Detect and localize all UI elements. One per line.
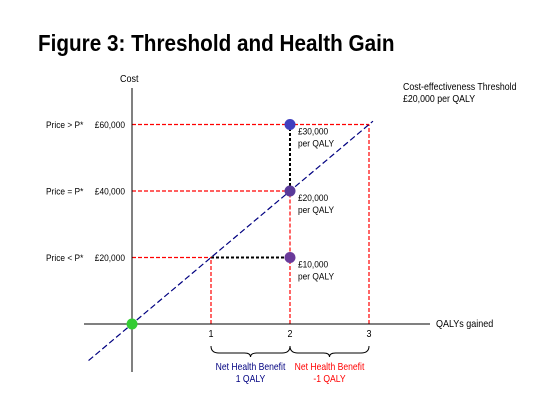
data-point-3 (126, 318, 138, 330)
point-label-0-line2: per QALY (298, 138, 334, 149)
brace-1 (289, 345, 370, 358)
y-tick-price-label-0: Price > P* (46, 120, 84, 131)
point-label-2-line1: £10,000 (298, 259, 328, 270)
brace-label-1-line1: Net Health Benefit (295, 361, 365, 372)
threshold-label-line1: Cost-effectiveness Threshold (403, 80, 516, 92)
brace-label-0-line1: Net Health Benefit (216, 361, 286, 372)
data-point-0 (284, 119, 296, 130)
brace-label-1-line2: -1 QALY (313, 373, 345, 384)
x-tick-label-2: 3 (366, 329, 371, 341)
x-tick-label-0: 1 (208, 329, 213, 341)
y-tick-label-0: £60,000 (95, 120, 125, 131)
x-axis-label: QALYs gained (436, 319, 493, 331)
threshold-label-line2: £20,000 per QALY (403, 92, 476, 104)
y-tick-label-2: £20,000 (95, 253, 125, 264)
data-point-2 (284, 252, 296, 263)
brace-0 (210, 345, 291, 358)
point-label-1-line1: £20,000 (298, 193, 328, 204)
point-label-0-line1: £30,000 (298, 126, 328, 137)
data-point-1 (284, 185, 296, 197)
y-tick-price-label-1: Price = P* (46, 186, 84, 197)
y-tick-label-1: £40,000 (95, 186, 125, 197)
y-axis-label: Cost (120, 74, 139, 86)
point-label-1-line2: per QALY (298, 205, 334, 216)
brace-label-0-line2: 1 QALY (236, 373, 265, 384)
y-tick-price-label-2: Price < P* (46, 253, 84, 264)
chart-title: Figure 3: Threshold and Health Gain (38, 30, 395, 56)
threshold-line (88, 120, 374, 362)
x-tick-label-1: 2 (287, 329, 292, 341)
point-label-2-line2: per QALY (298, 271, 334, 282)
